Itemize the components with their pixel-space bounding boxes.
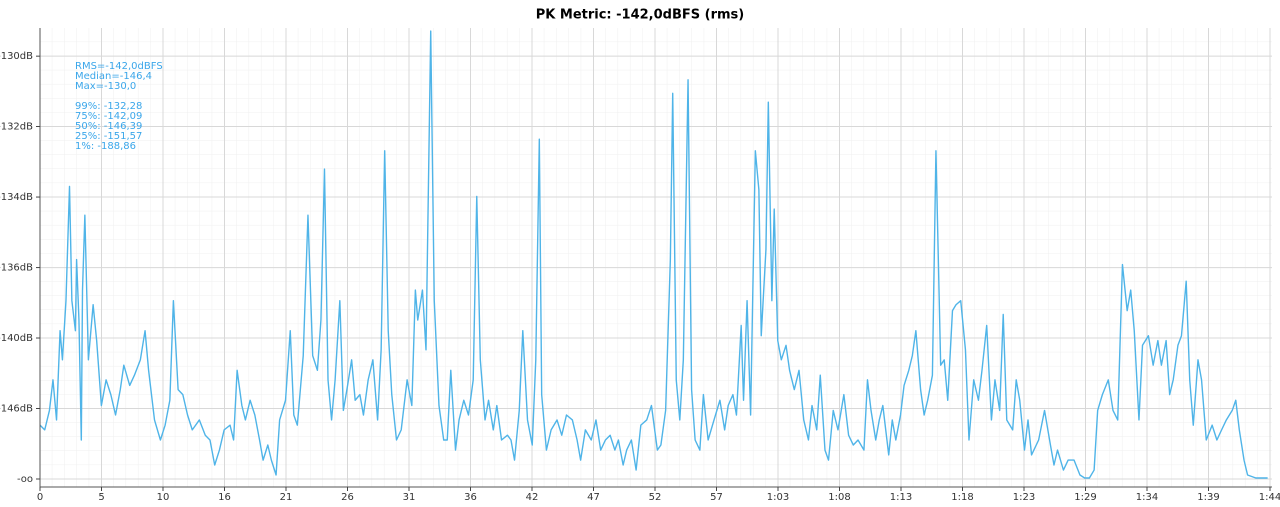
x-tick-label: 52 (649, 492, 662, 503)
x-tick-label: 1:39 (1197, 492, 1219, 503)
annotation: RMS=-142,0dBFS (75, 61, 163, 72)
x-tick-label: 1:18 (951, 492, 973, 503)
minor-grid (40, 28, 1272, 487)
x-tick-label: 1:34 (1136, 492, 1158, 503)
y-tick-label: -134dB (0, 192, 33, 203)
y-tick-label: -136dB (0, 263, 33, 274)
x-tick-label: 36 (464, 492, 477, 503)
x-tick-label: 1:23 (1013, 492, 1035, 503)
level-line (39, 30, 1268, 479)
x-tick-label: 10 (157, 492, 170, 503)
annotation: Median=-146,4 (75, 71, 152, 82)
x-tick-label: 21 (280, 492, 293, 503)
x-tick-label: 47 (587, 492, 600, 503)
plot (39, 30, 1268, 479)
y-tick-label: -oo (17, 474, 33, 485)
grid (39, 28, 1272, 487)
y-tick-label: -146dB (0, 404, 33, 415)
x-tick-label: 26 (341, 492, 354, 503)
annotation: 1%: -188,86 (75, 141, 136, 152)
y-tick-label: -130dB (0, 51, 33, 62)
annotation: 99%: -132,28 (75, 101, 142, 112)
chart-title: PK Metric: -142,0dBFS (rms) (536, 8, 744, 23)
x-tick-label: 1:29 (1074, 492, 1096, 503)
annotation: 50%: -146,39 (75, 121, 142, 132)
x-tick-label: 0 (37, 492, 43, 503)
x-tick-label: 16 (218, 492, 231, 503)
y-tick-label: -140dB (0, 333, 33, 344)
x-tick-label: 1:13 (890, 492, 912, 503)
axes: -130dB -132dB -134dB -136dB -140dB -146dB -oo 0… (0, 28, 1280, 503)
annotation: 75%: -142,09 (75, 111, 142, 122)
x-tick-label: 31 (403, 492, 416, 503)
x-tick-label: 57 (710, 492, 723, 503)
annotation: 25%: -151,57 (75, 131, 142, 142)
x-tick-label: 1:03 (767, 492, 789, 503)
annotation: Max=-130,0 (75, 81, 136, 92)
y-tick-label: -132dB (0, 121, 33, 132)
x-tick-label: 1:44 (1259, 492, 1280, 503)
x-tick-label: 1:08 (828, 492, 850, 503)
x-tick-label: 5 (98, 492, 104, 503)
x-tick-label: 42 (526, 492, 539, 503)
